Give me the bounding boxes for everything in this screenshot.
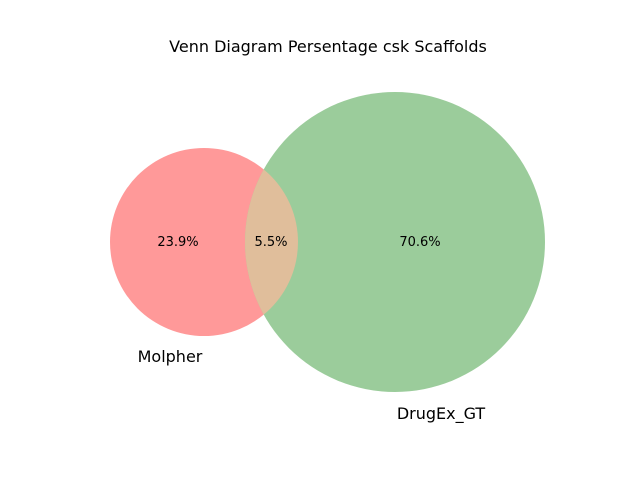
drugex-gt-only-percentage: 70.6% [399,235,440,250]
molpher-set-label: Molpher [138,347,203,366]
molpher-only-percentage: 23.9% [157,235,198,250]
overlap-percentage: 5.5% [254,235,287,250]
drugex-gt-set-circle [245,92,545,392]
diagram-title: Venn Diagram Persentage csk Scaffolds [169,37,487,56]
drugex-gt-set-label: DrugEx_GT [397,404,486,424]
molpher-set-circle [110,148,298,336]
